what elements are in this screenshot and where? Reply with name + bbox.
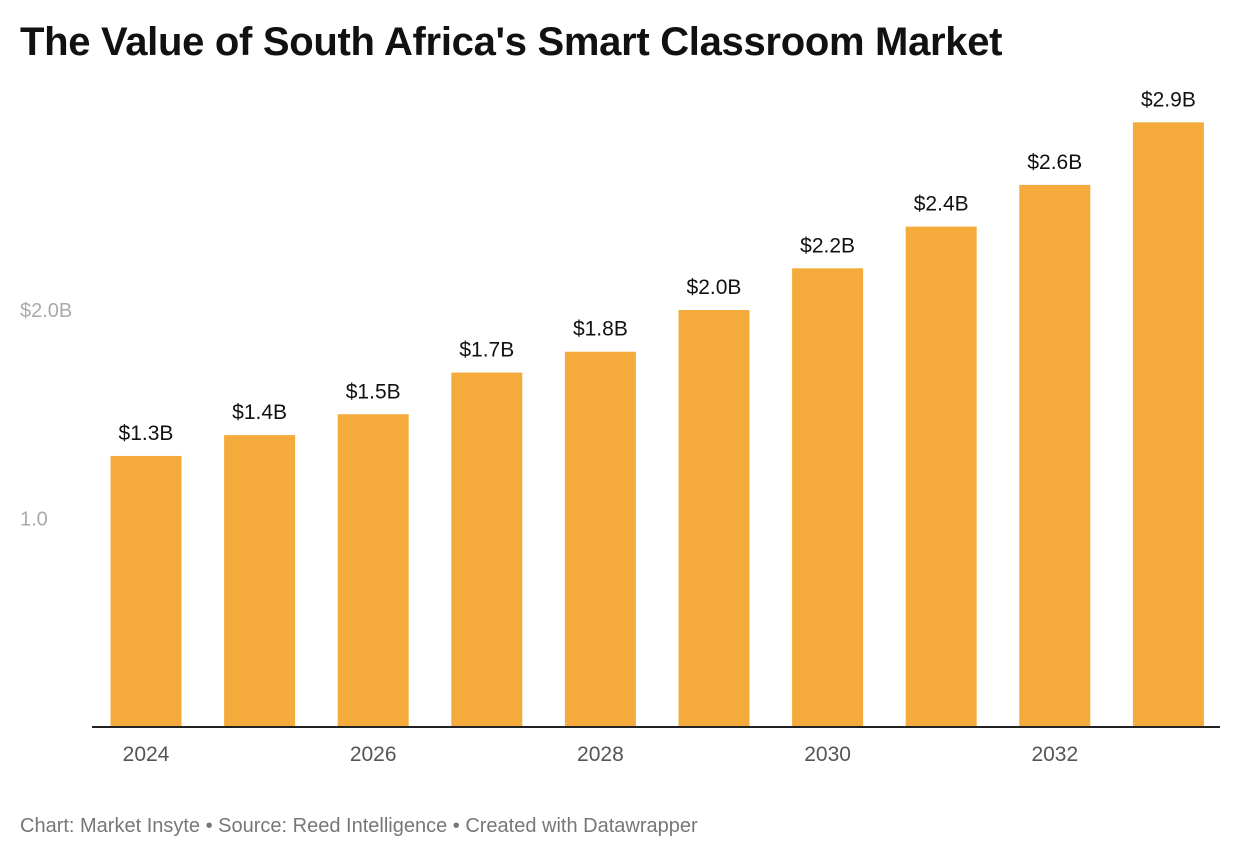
x-tick-label-2026: 2026 xyxy=(350,743,397,766)
bar-2029 xyxy=(678,310,750,727)
bar-2026 xyxy=(337,414,409,727)
chart-footer: Chart: Market Insyte • Source: Reed Inte… xyxy=(20,815,698,837)
bar-2031 xyxy=(905,226,977,727)
y-axis-ticks: 1.0 $2.0B xyxy=(20,300,72,531)
bar-2033 xyxy=(1132,122,1204,728)
data-label-2028: $1.8B xyxy=(573,318,628,341)
data-label-2024: $1.3B xyxy=(119,422,174,445)
y-tick-label-0: 1.0 xyxy=(20,509,48,531)
x-tick-label-2030: 2030 xyxy=(804,743,851,766)
x-tick-label-2024: 2024 xyxy=(123,743,170,766)
bar-chart: 1.0$2.0B $1.3B$1.4B$1.5B$1.7B$1.8B$2.0B$… xyxy=(20,88,1220,766)
x-axis-ticks: 2024 2026 2028 2030 2032 xyxy=(123,743,1079,766)
bar-2024 xyxy=(110,455,182,727)
bar-2032 xyxy=(1019,184,1091,727)
data-label-2032: $2.6B xyxy=(1027,151,1082,174)
data-label-2026: $1.5B xyxy=(346,380,401,403)
data-label-2031: $2.4B xyxy=(914,193,969,216)
x-tick-label-2032: 2032 xyxy=(1031,743,1078,766)
data-label-2030: $2.2B xyxy=(800,234,855,257)
data-label-2027: $1.7B xyxy=(459,339,514,362)
y-tick-label-1: $2.0B xyxy=(20,300,72,322)
bars xyxy=(110,122,1204,728)
data-labels: $1.3B $1.4B $1.5B $1.7B $1.8B $2.0B $2.2B $2.4B… xyxy=(119,88,1196,445)
bar-2027 xyxy=(451,372,523,727)
chart-title: The Value of South Africa's Smart Classr… xyxy=(20,20,1003,64)
bar-2030 xyxy=(792,268,864,727)
data-label-2029: $2.0B xyxy=(687,276,742,299)
x-tick-label-2028: 2028 xyxy=(577,743,624,766)
bar-2025 xyxy=(224,435,296,727)
bar-2028 xyxy=(564,351,636,727)
data-label-2025: $1.4B xyxy=(232,401,287,424)
data-label-2033: $2.9B xyxy=(1141,88,1196,111)
